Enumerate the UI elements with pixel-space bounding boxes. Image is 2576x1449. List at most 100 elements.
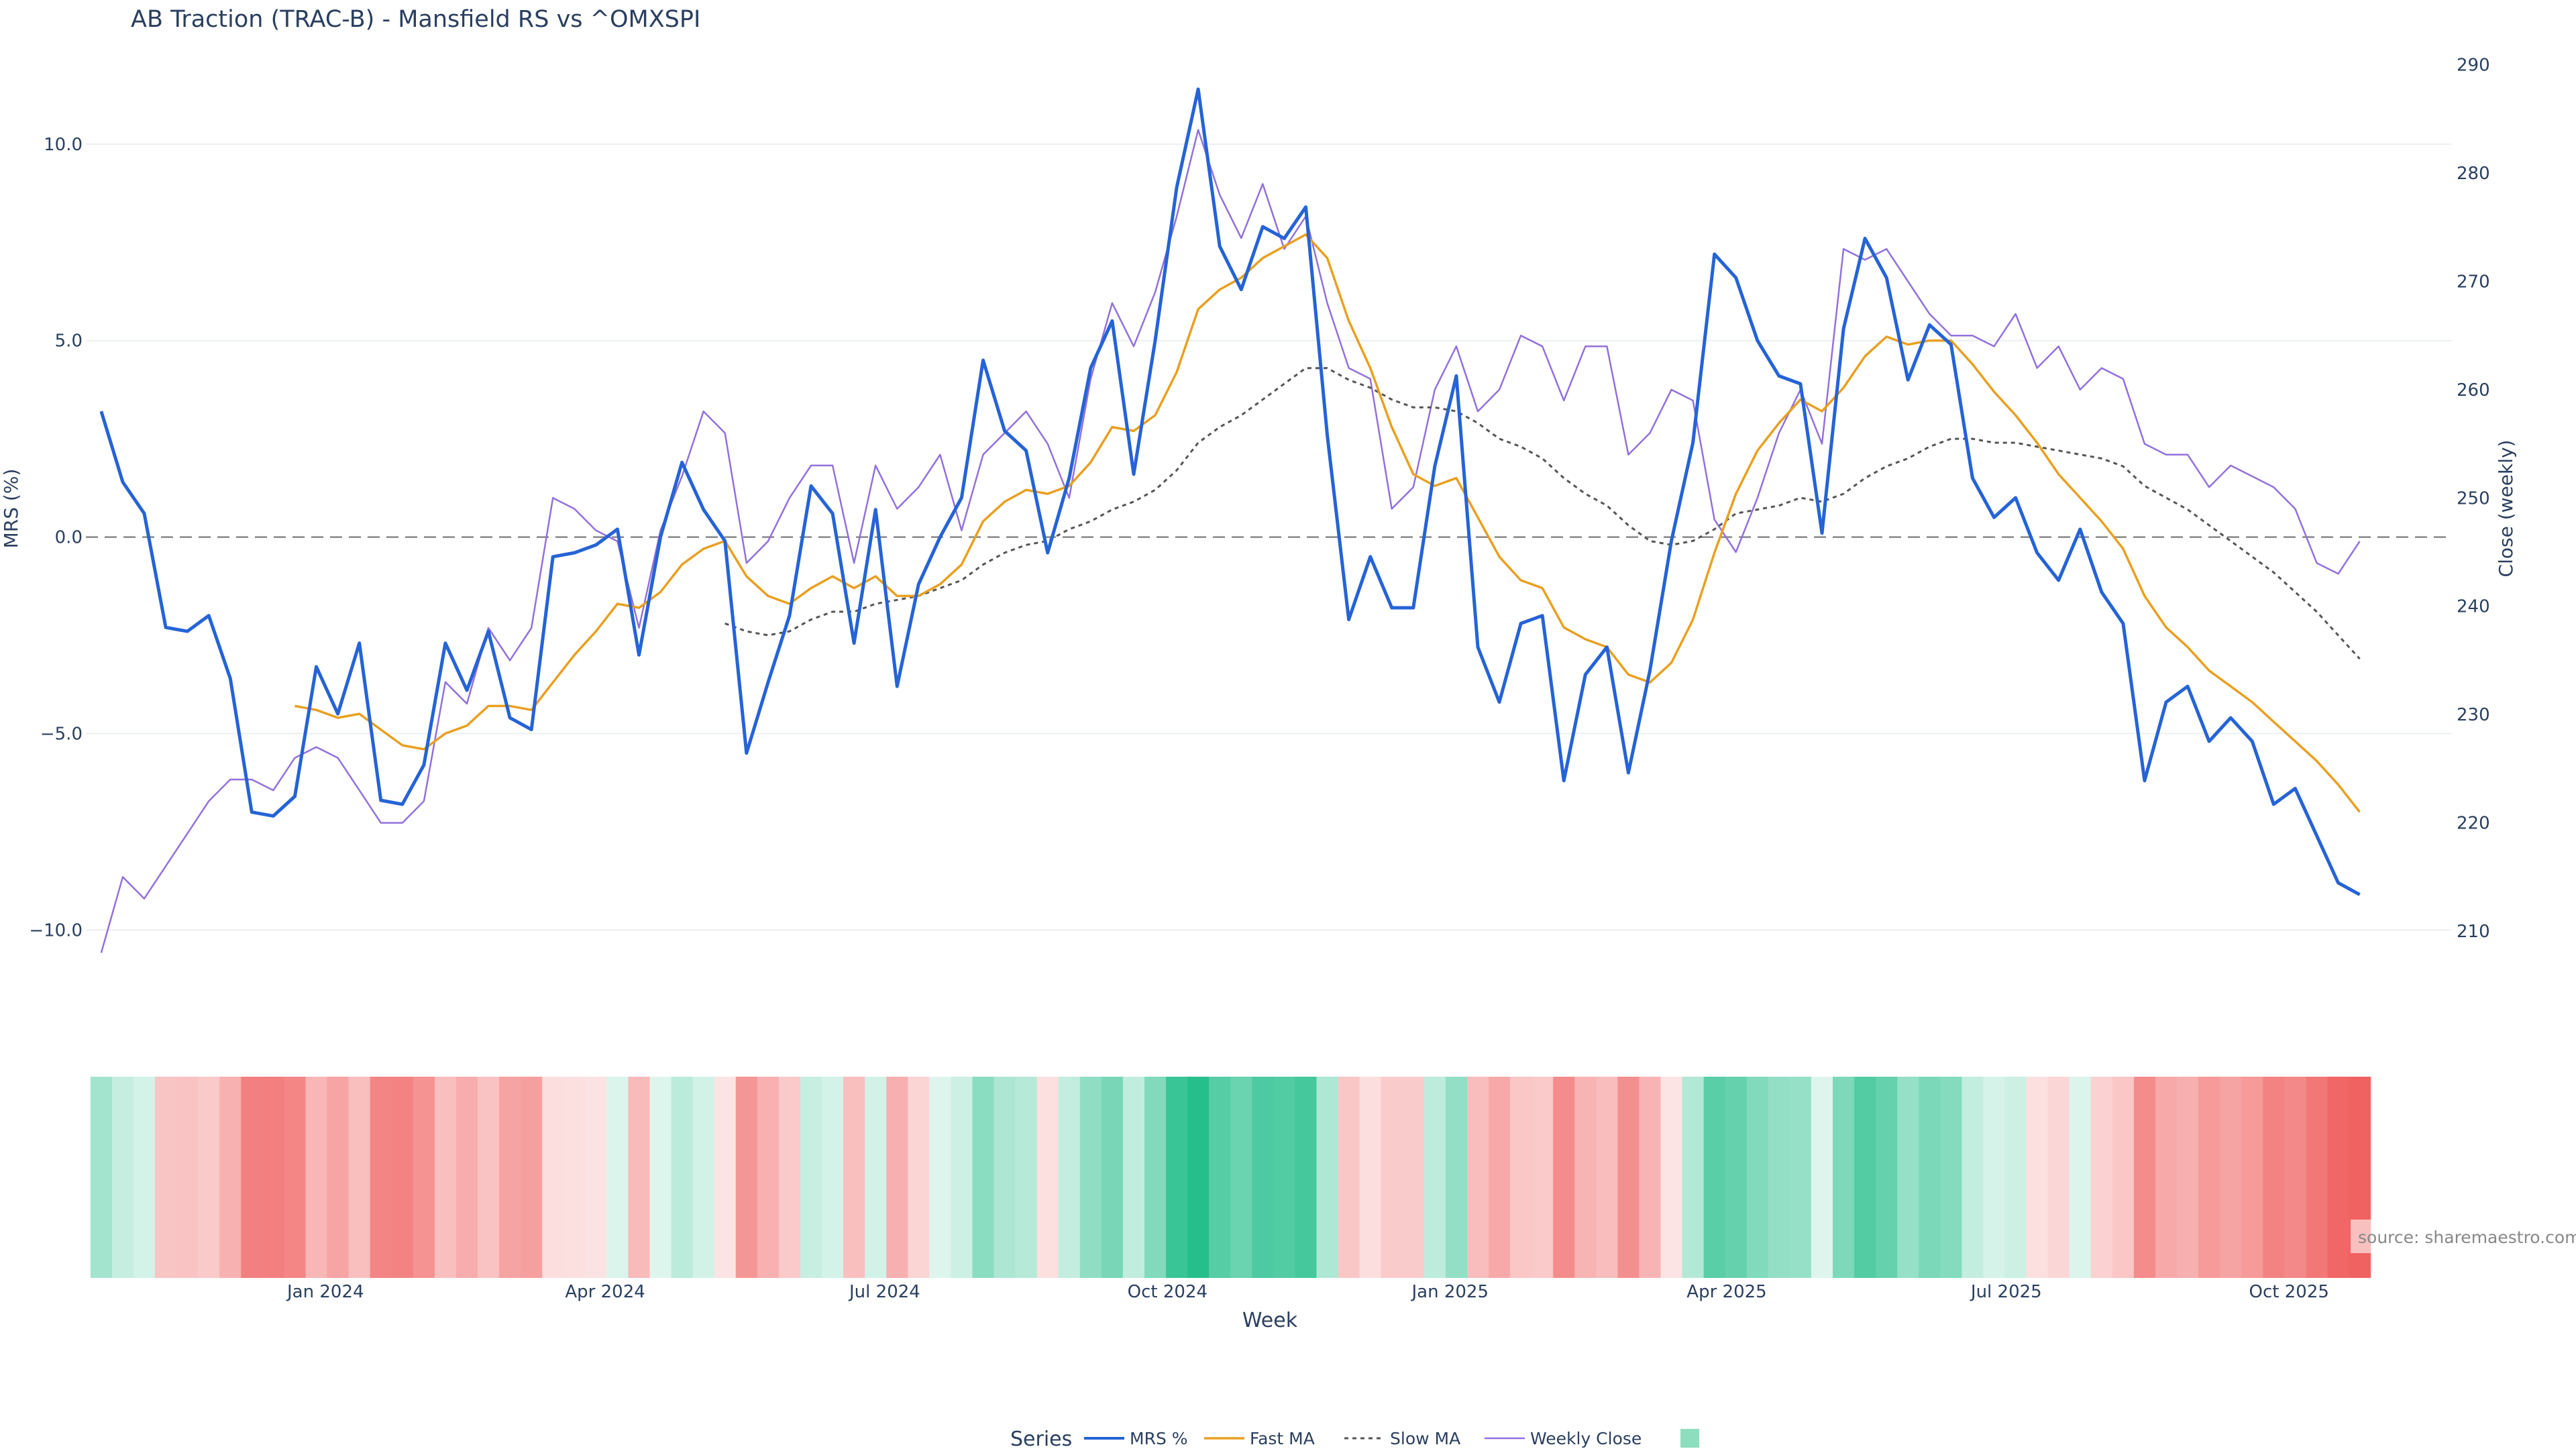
heatmap-cell <box>1015 1077 1038 1278</box>
legend-title: Series <box>1010 1428 1072 1449</box>
x-axis: Jan 2024 Apr 2024 Jul 2024 Oct 2024 Jan 2025… <box>286 1282 2329 1302</box>
heatmap-cell <box>2306 1077 2328 1278</box>
heatmap-cell <box>327 1077 350 1278</box>
heatmap-cell <box>1359 1077 1382 1278</box>
heatmap-cell <box>1574 1077 1597 1278</box>
heatmap-cell <box>1617 1077 1640 1278</box>
heatmap-cell <box>1983 1077 2006 1278</box>
heatmap-cell <box>1682 1077 1705 1278</box>
legend-label: Weekly Close <box>1530 1429 1642 1448</box>
heatmap-cell <box>564 1077 586 1278</box>
series-line-slow-ma <box>724 367 2361 660</box>
heatmap-cell <box>262 1077 285 1278</box>
heatmap-cell <box>2069 1077 2092 1278</box>
heatmap-cell <box>2133 1077 2156 1278</box>
heatmap-cell <box>2047 1077 2070 1278</box>
y-tick-label-right: 270 <box>2457 272 2490 292</box>
source-box <box>2351 1220 2572 1253</box>
heatmap-cell <box>1316 1077 1339 1278</box>
heatmap-cell <box>2198 1077 2220 1278</box>
heatmap-cell <box>542 1077 564 1278</box>
heatmap-cell <box>2284 1077 2307 1278</box>
source-label: source: sharemaestro.com <box>2358 1228 2576 1247</box>
legend-label: MRS % <box>1130 1429 1188 1448</box>
grid <box>86 143 2452 931</box>
heatmap-cell <box>1144 1077 1167 1278</box>
legend-label: Fast MA <box>1250 1429 1315 1448</box>
heatmap-cell <box>284 1077 307 1278</box>
heatmap-cell <box>391 1077 414 1278</box>
heatmap-cell <box>822 1077 844 1278</box>
heatmap-cell <box>1187 1077 1210 1278</box>
x-tick-label: Oct 2024 <box>1128 1282 1208 1302</box>
heatmap-cell <box>499 1077 521 1278</box>
heatmap-cell <box>455 1077 478 1278</box>
heatmap-cell <box>2112 1077 2135 1278</box>
heatmap-cell <box>1402 1077 1425 1278</box>
heatmap-cell <box>111 1077 134 1278</box>
y-tick-label-right: 260 <box>2457 380 2490 400</box>
heatmap-cell <box>370 1077 392 1278</box>
heatmap-cell <box>1725 1077 1748 1278</box>
heatmap-cell <box>1079 1077 1102 1278</box>
y-tick-label-left: 5.0 <box>55 331 83 352</box>
heatmap-cell <box>1424 1077 1446 1278</box>
heatmap-cell <box>413 1077 435 1278</box>
heatmap-cell <box>994 1077 1016 1278</box>
series-line-mrs <box>99 87 2361 896</box>
y-tick-label-right: 280 <box>2457 164 2490 184</box>
heatmap-cell <box>865 1077 887 1278</box>
heatmap-cell <box>2155 1077 2178 1278</box>
y-tick-label-left: 10.0 <box>44 135 83 155</box>
heatmap-cell <box>348 1077 371 1278</box>
heatmap-cell <box>2241 1077 2263 1278</box>
heatmap-cell <box>1166 1077 1188 1278</box>
heatmap-cell <box>1596 1077 1618 1278</box>
heatmap-cell <box>1811 1077 1833 1278</box>
heatmap-cell <box>219 1077 241 1278</box>
heatmap-cell <box>886 1077 908 1278</box>
legend-swatch-heatmap <box>1680 1429 1699 1448</box>
y-tick-label-right: 210 <box>2457 922 2490 942</box>
heatmap-cell <box>1510 1077 1532 1278</box>
heatmap-cell <box>951 1077 973 1278</box>
y-tick-label-left: −5.0 <box>40 724 83 744</box>
heatmap-cell <box>1876 1077 1898 1278</box>
x-tick-label: Jul 2025 <box>1970 1282 2042 1302</box>
heatmap-cell <box>671 1077 694 1278</box>
heatmap-cell <box>1746 1077 1769 1278</box>
x-axis-title: Week <box>1242 1309 1298 1332</box>
heatmap-cell <box>908 1077 930 1278</box>
heatmap-cell <box>90 1077 113 1278</box>
heatmap-cell <box>1919 1077 1941 1278</box>
heatmap-cell <box>929 1077 952 1278</box>
heatmap-cell <box>2090 1077 2113 1278</box>
y-tick-label-left: −10.0 <box>29 920 83 941</box>
heatmap-cell <box>649 1077 672 1278</box>
y-axis-right-title: Close (weekly) <box>2495 440 2517 578</box>
heatmap-cell <box>2004 1077 2027 1278</box>
heatmap-cell <box>1833 1077 1855 1278</box>
series-line-weekly-close <box>100 129 2361 953</box>
heatmap-cell <box>1854 1077 1876 1278</box>
y-tick-label-left: 0.0 <box>55 528 83 548</box>
heatmap-cell <box>1553 1077 1575 1278</box>
series-line-fast-ma <box>294 233 2361 813</box>
heatmap-cell <box>714 1077 737 1278</box>
heatmap-cell <box>2327 1077 2350 1278</box>
heatmap-cell <box>241 1077 263 1278</box>
heatmap-cell <box>155 1077 177 1278</box>
heatmap-cell <box>778 1077 801 1278</box>
y-tick-label-right: 220 <box>2457 814 2490 834</box>
heatmap-cell <box>305 1077 328 1278</box>
heatmap-cell <box>628 1077 651 1278</box>
heatmap-cell <box>1036 1077 1059 1278</box>
heatmap-cell <box>1209 1077 1231 1278</box>
series-layer <box>99 87 2361 953</box>
y-tick-label-right: 230 <box>2457 705 2490 725</box>
heatmap-cell <box>198 1077 220 1278</box>
heatmap-cell <box>1962 1077 1984 1278</box>
heatmap-cell <box>735 1077 758 1278</box>
heatmap-cell <box>478 1077 500 1278</box>
